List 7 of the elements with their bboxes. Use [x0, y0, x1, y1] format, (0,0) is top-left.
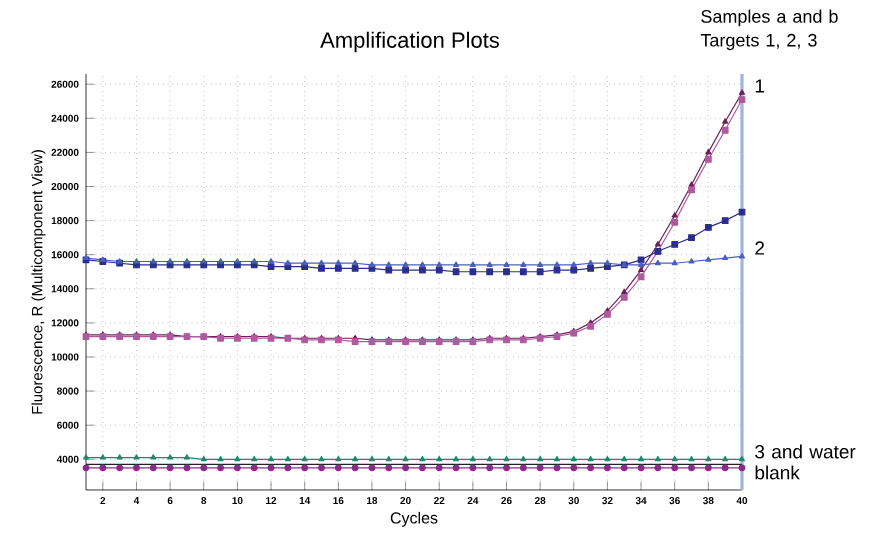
text: Samples a and b: [701, 9, 838, 27]
chart-title: Amplification Plots: [320, 31, 500, 53]
text: 1: [755, 79, 765, 93]
text: 2: [755, 241, 765, 255]
x-axis-title: Cycles: [390, 511, 438, 527]
text: Targets 1, 2, 3: [700, 33, 817, 51]
text: 3 and water blank: [755, 444, 856, 480]
